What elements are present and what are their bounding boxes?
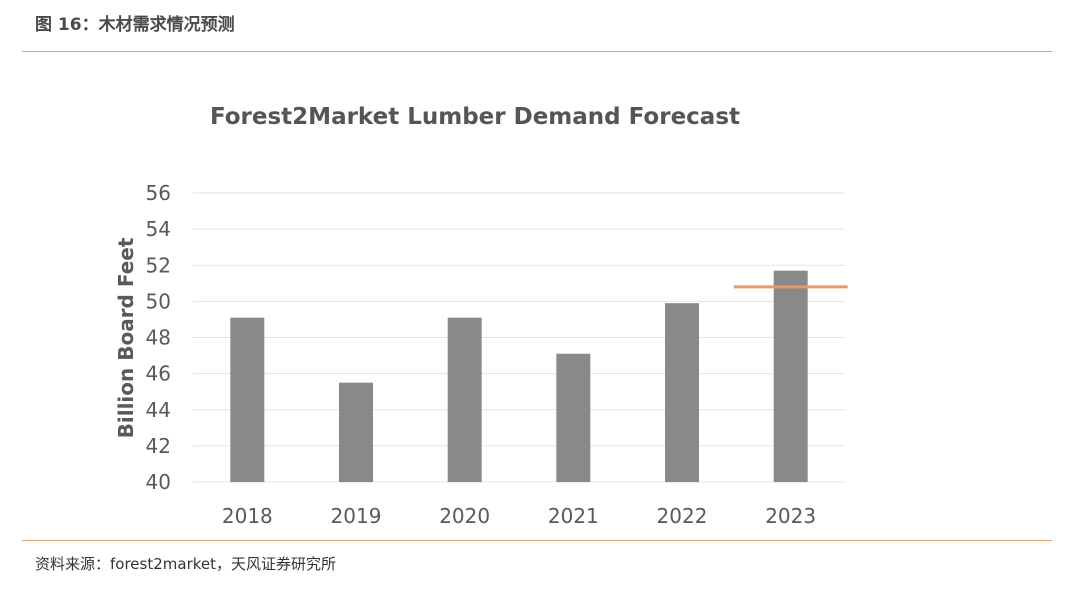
y-tick-label: 48 bbox=[146, 326, 171, 350]
y-tick-label: 44 bbox=[146, 398, 171, 422]
x-tick-label: 2022 bbox=[657, 504, 708, 528]
y-tick-label: 54 bbox=[146, 217, 171, 241]
y-axis-ticks: 40 42 44 46 48 50 52 54 56 bbox=[146, 181, 171, 494]
x-tick-label: 2018 bbox=[222, 504, 273, 528]
bar-2022 bbox=[665, 303, 699, 482]
source-note: 资料来源：forest2market，天风证券研究所 bbox=[35, 555, 336, 573]
top-divider bbox=[22, 51, 1052, 52]
x-tick-label: 2019 bbox=[331, 504, 382, 528]
y-tick-label: 52 bbox=[146, 253, 171, 277]
x-tick-label: 2023 bbox=[765, 504, 816, 528]
bar-2021 bbox=[556, 353, 591, 482]
figure-caption: 图 16：木材需求情况预测 bbox=[35, 15, 235, 35]
y-axis-label: Billion Board Feet bbox=[114, 237, 138, 438]
y-tick-label: 46 bbox=[146, 362, 171, 386]
bar-chart: Forest2Market Lumber Demand Forecast 404… bbox=[114, 104, 848, 528]
bar-2023 bbox=[773, 270, 808, 482]
y-tick-label: 40 bbox=[146, 470, 171, 494]
y-tick-label: 56 bbox=[146, 181, 171, 205]
bars bbox=[230, 270, 808, 482]
x-axis-ticks: 2018 2019 2020 2021 2022 2023 bbox=[222, 504, 816, 528]
x-tick-label: 2021 bbox=[548, 504, 599, 528]
bar-2018 bbox=[230, 317, 265, 482]
y-tick-label: 42 bbox=[146, 434, 171, 458]
bar-2019 bbox=[339, 382, 373, 482]
chart-title: Forest2Market Lumber Demand Forecast bbox=[210, 104, 740, 130]
bar-2020 bbox=[447, 317, 482, 482]
gridlines bbox=[193, 192, 845, 483]
bottom-divider bbox=[22, 540, 1052, 541]
x-tick-label: 2020 bbox=[439, 504, 490, 528]
y-tick-label: 50 bbox=[146, 289, 171, 313]
